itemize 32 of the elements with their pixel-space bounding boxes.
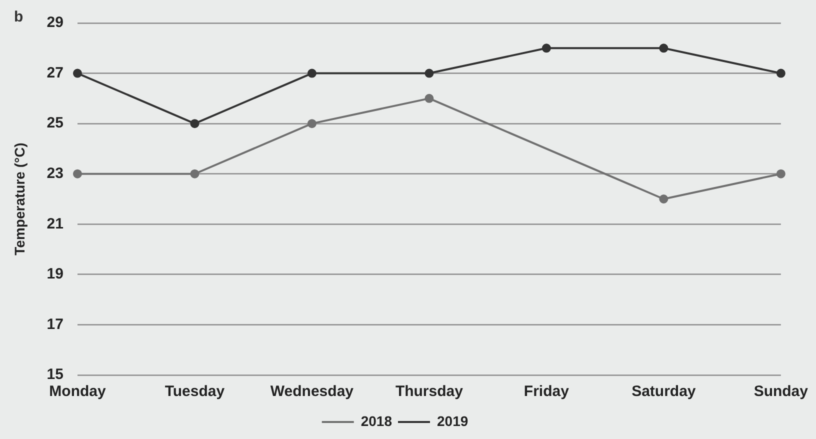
y-axis-title: Temperature (°C): [11, 142, 28, 256]
point: [190, 119, 200, 128]
point: [424, 68, 434, 78]
y-tick-label: 17: [46, 316, 64, 333]
point: [776, 169, 786, 178]
point: [307, 119, 316, 128]
y-tick-label: 19: [46, 266, 64, 283]
point: [776, 68, 786, 78]
point: [190, 169, 200, 178]
y-tick-label: 27: [46, 64, 64, 82]
point: [659, 194, 668, 204]
point: [424, 94, 434, 103]
y-tick-label: 29: [46, 14, 64, 32]
point: [542, 44, 551, 53]
text: b: [14, 8, 24, 26]
x-tick-label: Wednesday: [270, 383, 354, 400]
y-tick-label: 15: [46, 366, 64, 384]
x-tick-label: Sunday: [754, 383, 809, 400]
x-tick-label: Thursday: [395, 383, 464, 400]
x-tick-label: Monday: [49, 383, 106, 400]
legend-label: 2019: [437, 412, 468, 429]
point: [307, 68, 316, 78]
y-tick-label: 25: [46, 114, 64, 132]
y-tick-label: 23: [46, 165, 64, 182]
x-tick-label: Saturday: [632, 383, 696, 400]
legend-label: 2018: [360, 412, 392, 429]
x-tick-label: Tuesday: [164, 383, 226, 400]
point: [72, 169, 82, 178]
point: [72, 68, 82, 78]
y-tick-label: 21: [46, 215, 64, 232]
point: [659, 44, 668, 53]
x-tick-label: Friday: [524, 383, 570, 400]
